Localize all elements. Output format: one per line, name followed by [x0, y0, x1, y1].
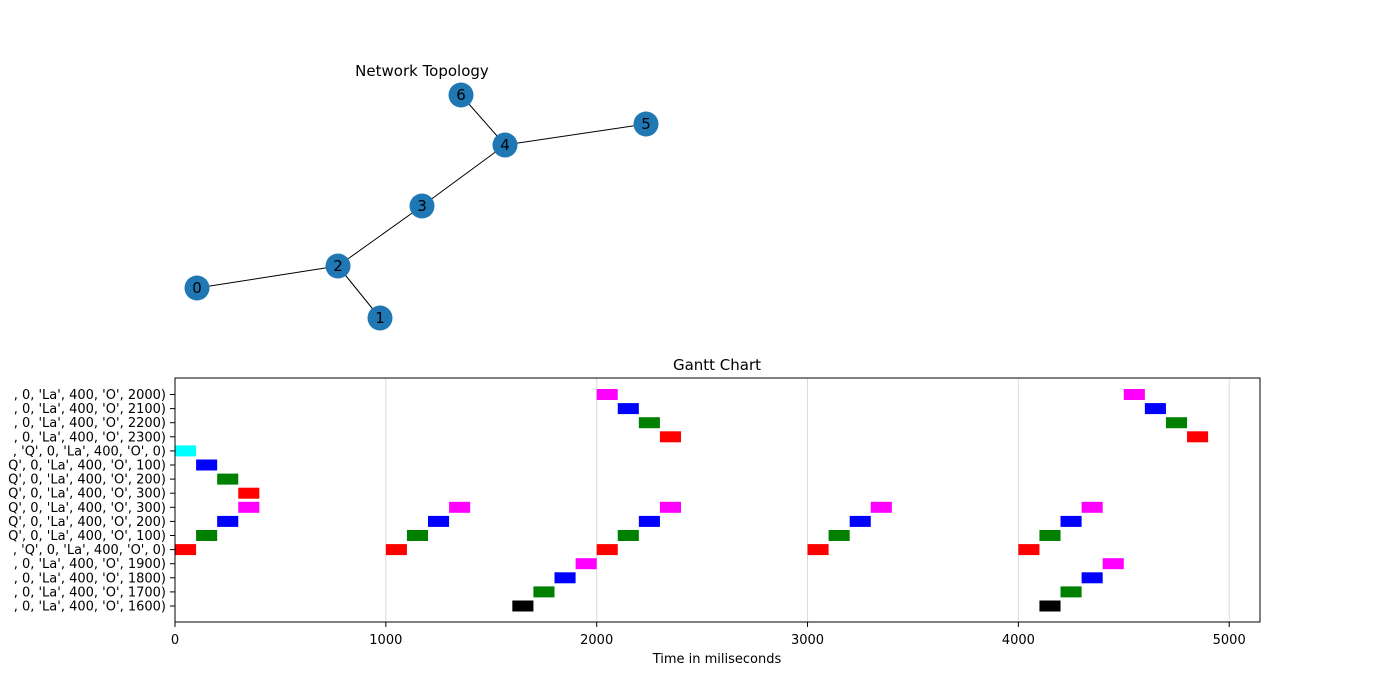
gantt-bar — [1018, 544, 1040, 556]
network-edge — [196, 265, 339, 289]
gantt-bar — [807, 544, 829, 556]
network-node-label: 5 — [641, 115, 651, 133]
gantt-bar — [596, 389, 618, 400]
network-edge — [421, 144, 506, 207]
gantt-bar — [217, 473, 239, 485]
gantt-bar — [1060, 586, 1082, 598]
gantt-bar — [1060, 515, 1082, 527]
gantt-bar — [1039, 600, 1061, 612]
network-node-label: 6 — [456, 86, 466, 104]
y-tick-label: , 'Q', 0, 'La', 400, 'O', 0) — [13, 543, 166, 558]
gantt-bar — [849, 515, 871, 527]
y-tick-label: Q', 0, 'La', 400, 'O', 100) — [8, 529, 166, 544]
network-title: Network Topology — [355, 62, 489, 80]
y-tick-label: Q', 0, 'La', 400, 'O', 200) — [8, 473, 166, 488]
network-topology: Network Topology 0 1 2 3 4 5 6 — [184, 62, 659, 331]
network-node-label: 4 — [500, 136, 510, 154]
plot-frame — [174, 377, 1261, 623]
network-node — [325, 253, 351, 279]
network-node — [492, 132, 518, 158]
gantt-bar — [512, 600, 534, 612]
gantt-title: Gantt Chart — [673, 356, 761, 374]
gantt-bar — [196, 459, 218, 471]
gantt-bar — [238, 487, 260, 499]
gantt-bar — [638, 515, 660, 527]
gantt-bar — [1144, 403, 1166, 415]
network-node — [633, 111, 659, 137]
y-tick-label: Q', 0, 'La', 400, 'O', 300) — [8, 501, 166, 516]
y-tick-label: , 0, 'La', 400, 'O', 2000) — [14, 388, 166, 403]
gantt-bar — [217, 515, 239, 527]
gantt-bar — [617, 403, 639, 415]
x-tick-label: 0 — [171, 633, 179, 648]
network-node-label: 3 — [417, 197, 427, 215]
gantt-bar — [1165, 417, 1188, 429]
gantt-bar — [1081, 572, 1103, 584]
gantt-bar — [533, 586, 555, 598]
y-tick-label: , 'Q', 0, 'La', 400, 'O', 0) — [13, 444, 166, 459]
network-nodes: 0 1 2 3 4 5 6 — [184, 82, 659, 331]
gantt-bar — [870, 501, 892, 513]
network-node-label: 1 — [375, 309, 385, 327]
gantt-bar — [449, 501, 471, 513]
gantt-bar — [617, 530, 639, 541]
network-node-label: 2 — [333, 257, 343, 275]
y-tick-label: , 0, 'La', 400, 'O', 2300) — [14, 430, 166, 445]
network-edge — [504, 123, 647, 146]
gantt-bar — [659, 501, 682, 513]
gantt-bar — [175, 544, 197, 556]
gantt-bar — [554, 572, 576, 584]
network-node-label: 0 — [192, 279, 202, 297]
network-node — [448, 82, 474, 108]
gantt-bar — [1081, 501, 1103, 513]
gantt-bar — [238, 501, 260, 513]
x-tick-label: 3000 — [791, 633, 824, 648]
y-tick-label: , 0, 'La', 400, 'O', 1600) — [14, 600, 166, 615]
y-tick-label: , 0, 'La', 400, 'O', 2100) — [14, 402, 166, 417]
gantt-bar — [428, 515, 450, 527]
x-tick-label: 5000 — [1213, 633, 1246, 648]
gantt-bar — [1123, 389, 1145, 400]
gantt-bar — [596, 544, 618, 556]
y-axis-labels: , 0, 'La', 400, 'O', 2000), 0, 'La', 400… — [8, 388, 175, 615]
gantt-bar — [828, 530, 850, 541]
x-tick-label: 1000 — [369, 633, 402, 648]
gantt-gridlines — [385, 378, 1230, 622]
network-node — [184, 275, 210, 301]
gantt-bar — [406, 530, 429, 541]
gantt-bar — [659, 431, 682, 443]
y-tick-label: Q', 0, 'La', 400, 'O', 200) — [8, 515, 166, 530]
y-tick-label: , 0, 'La', 400, 'O', 1700) — [14, 585, 166, 600]
y-tick-label: Q', 0, 'La', 400, 'O', 100) — [8, 459, 166, 474]
gantt-bar — [1187, 431, 1209, 443]
gantt-bars — [175, 389, 1209, 612]
y-tick-label: , 0, 'La', 400, 'O', 2200) — [14, 416, 166, 431]
x-tick-label: 4000 — [1002, 633, 1035, 648]
gantt-bar — [1039, 530, 1061, 541]
gantt-bar — [175, 445, 197, 457]
y-tick-label: Q', 0, 'La', 400, 'O', 300) — [8, 487, 166, 502]
x-axis-ticks: 0 1000 2000 3000 4000 5000 — [171, 622, 1246, 648]
x-tick-label: 2000 — [580, 633, 613, 648]
gantt-bar — [638, 417, 660, 429]
network-node — [367, 305, 393, 331]
x-axis-label: Time in miliseconds — [652, 652, 782, 667]
network-node — [409, 193, 435, 219]
network-edge — [337, 205, 423, 267]
y-tick-label: , 0, 'La', 400, 'O', 1800) — [14, 571, 166, 586]
y-tick-label: , 0, 'La', 400, 'O', 1900) — [14, 557, 166, 572]
gantt-chart: Gantt Chart 0 1000 2000 3000 4000 5000 , 0, '… — [8, 356, 1261, 667]
gantt-bar — [1102, 558, 1124, 570]
gantt-bar — [385, 544, 407, 556]
gantt-bar — [575, 558, 597, 570]
gantt-bar — [196, 530, 218, 541]
